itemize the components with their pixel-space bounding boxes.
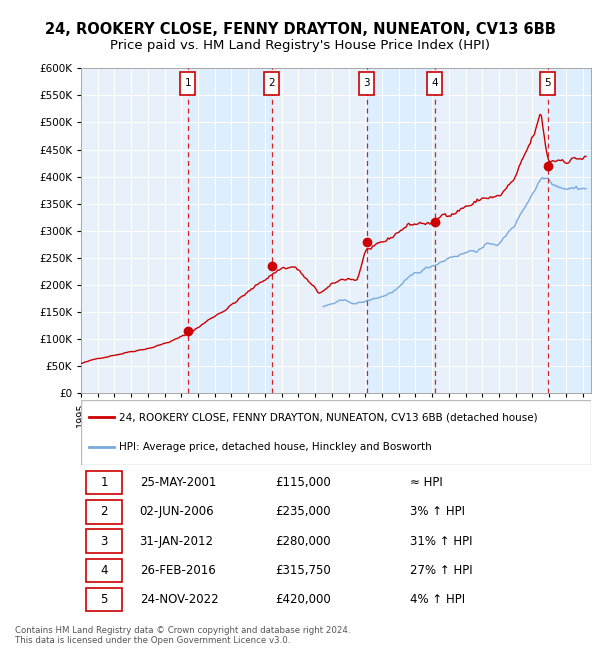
Text: £420,000: £420,000 — [275, 593, 331, 606]
Text: Contains HM Land Registry data © Crown copyright and database right 2024.: Contains HM Land Registry data © Crown c… — [15, 626, 350, 635]
Text: HPI: Average price, detached house, Hinckley and Bosworth: HPI: Average price, detached house, Hinc… — [119, 442, 432, 452]
Text: 02-JUN-2006: 02-JUN-2006 — [140, 506, 214, 519]
Text: 3: 3 — [363, 79, 370, 88]
Bar — [181, 72, 196, 96]
Text: 5: 5 — [544, 79, 551, 88]
Text: £235,000: £235,000 — [275, 506, 331, 519]
Text: 1: 1 — [185, 79, 191, 88]
Text: 24, ROOKERY CLOSE, FENNY DRAYTON, NUNEATON, CV13 6BB (detached house): 24, ROOKERY CLOSE, FENNY DRAYTON, NUNEAT… — [119, 412, 538, 423]
Bar — [540, 72, 555, 96]
Text: 4: 4 — [431, 79, 438, 88]
Text: £315,750: £315,750 — [275, 564, 331, 577]
Text: 5: 5 — [100, 593, 107, 606]
Text: 1: 1 — [100, 476, 108, 489]
Text: £280,000: £280,000 — [275, 534, 331, 547]
Bar — [265, 72, 280, 96]
Text: 4% ↑ HPI: 4% ↑ HPI — [410, 593, 465, 606]
Bar — [434, 68, 548, 393]
Text: 2: 2 — [100, 506, 108, 519]
Text: This data is licensed under the Open Government Licence v3.0.: This data is licensed under the Open Gov… — [15, 636, 290, 645]
Text: 2: 2 — [269, 79, 275, 88]
Text: 31-JAN-2012: 31-JAN-2012 — [140, 534, 214, 547]
Text: 31% ↑ HPI: 31% ↑ HPI — [410, 534, 472, 547]
Bar — [86, 471, 122, 494]
Text: 4: 4 — [100, 564, 108, 577]
Bar — [188, 68, 272, 393]
Bar — [427, 72, 442, 96]
Bar — [81, 68, 188, 393]
Bar — [272, 68, 367, 393]
Text: 3% ↑ HPI: 3% ↑ HPI — [410, 506, 465, 519]
Bar — [548, 68, 591, 393]
Text: 27% ↑ HPI: 27% ↑ HPI — [410, 564, 473, 577]
Text: 24-NOV-2022: 24-NOV-2022 — [140, 593, 218, 606]
Bar — [86, 588, 122, 611]
Bar — [86, 500, 122, 524]
Text: 3: 3 — [100, 534, 107, 547]
Bar — [367, 68, 434, 393]
Text: £115,000: £115,000 — [275, 476, 331, 489]
Text: ≈ HPI: ≈ HPI — [410, 476, 443, 489]
Bar — [359, 72, 374, 96]
Text: 24, ROOKERY CLOSE, FENNY DRAYTON, NUNEATON, CV13 6BB: 24, ROOKERY CLOSE, FENNY DRAYTON, NUNEAT… — [44, 21, 556, 37]
FancyBboxPatch shape — [81, 400, 591, 465]
Text: 26-FEB-2016: 26-FEB-2016 — [140, 564, 215, 577]
Bar — [86, 529, 122, 552]
Text: 25-MAY-2001: 25-MAY-2001 — [140, 476, 216, 489]
Text: Price paid vs. HM Land Registry's House Price Index (HPI): Price paid vs. HM Land Registry's House … — [110, 39, 490, 52]
Bar — [86, 558, 122, 582]
